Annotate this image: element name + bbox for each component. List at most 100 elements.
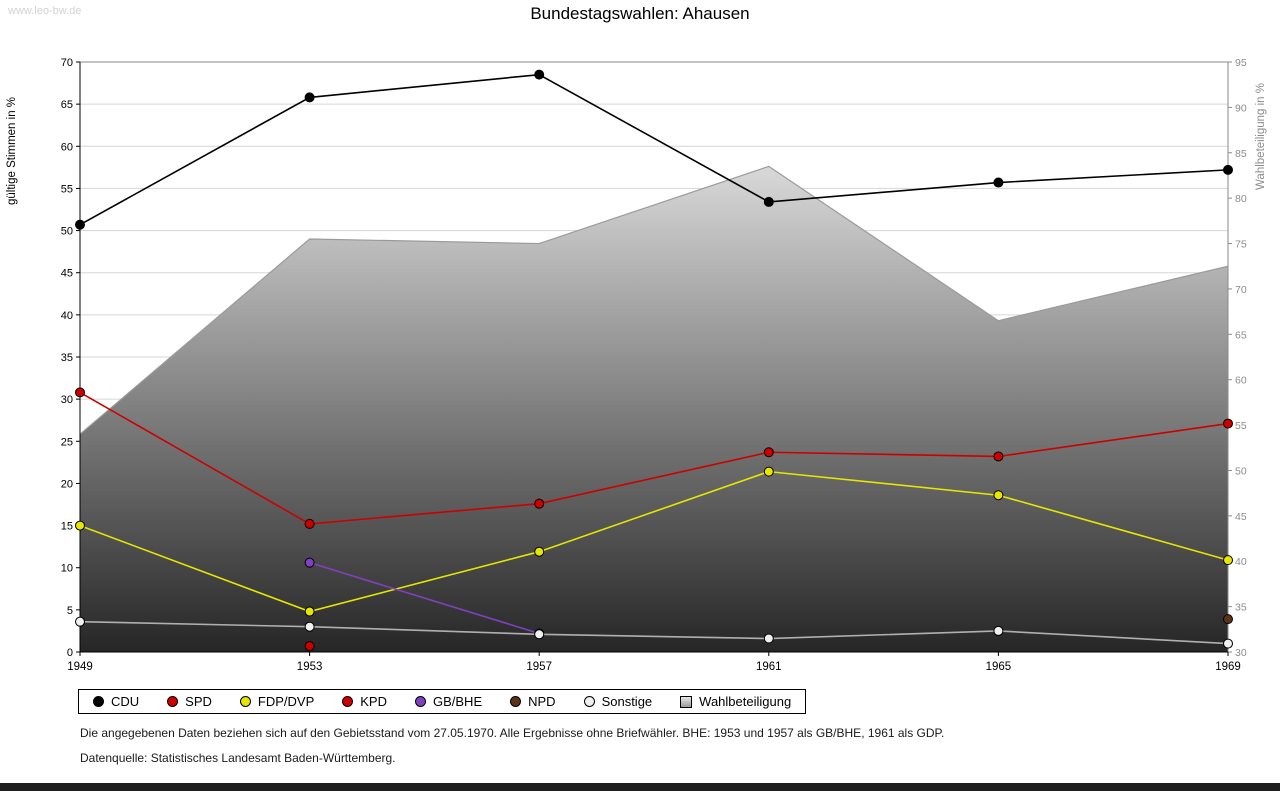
marker-fdp-dvp-1965 — [993, 490, 1004, 501]
marker-cdu-1949 — [75, 219, 85, 230]
marker-spd-1953 — [304, 518, 315, 529]
legend-dot-icon-gb-bhe — [414, 696, 426, 707]
left-tick-label: 30 — [61, 394, 73, 406]
watermark: www.leo-bw.de — [8, 5, 82, 17]
footnote-gebietsstand: Die angegebenen Daten beziehen sich auf … — [80, 726, 945, 740]
right-tick-label: 45 — [1235, 511, 1247, 523]
legend-label-sonstige: Sonstige — [601, 694, 653, 709]
x-tick-label: 1969 — [1215, 661, 1241, 673]
right-tick-label: 85 — [1235, 148, 1247, 160]
right-tick-label: 40 — [1235, 556, 1247, 568]
bottom-border-bar — [0, 783, 1280, 791]
series-line-fdp-dvp — [79, 470, 1229, 613]
right-tick-label: 30 — [1235, 647, 1247, 659]
legend-square-icon-wahlbeteiligung — [680, 695, 693, 708]
right-axis-label: Wahlbeteiligung in % — [1255, 83, 1267, 190]
marker-spd-1957 — [534, 498, 545, 509]
right-tick-label: 50 — [1235, 465, 1247, 477]
series-line-sonstige — [79, 620, 1229, 645]
legend-dot-icon-spd — [167, 696, 179, 707]
left-axis-label: gültige Stimmen in % — [6, 97, 18, 205]
legend-item-sonstige: Sonstige — [583, 694, 653, 709]
legend-label-kpd: KPD — [360, 694, 387, 709]
legend-label-npd: NPD — [528, 694, 556, 709]
legend-item-wahlbeteiligung: Wahlbeteiligung — [680, 694, 791, 709]
area-wahlbeteiligung-edge — [79, 165, 1229, 435]
marker-spd-1965 — [993, 451, 1004, 462]
left-tick-label: 35 — [61, 352, 73, 364]
legend-dot-icon-kpd — [342, 696, 354, 707]
right-tick-label: 80 — [1235, 193, 1247, 205]
legend-item-gb-bhe: GB/BHE — [414, 694, 483, 709]
legend-item-cdu: CDU — [93, 694, 139, 709]
left-tick-label: 65 — [61, 99, 73, 111]
area-wahlbeteiligung — [80, 166, 1228, 652]
legend-item-npd: NPD — [510, 694, 556, 709]
legend-label-cdu: CDU — [111, 694, 140, 709]
right-tick-label: 35 — [1235, 602, 1247, 614]
marker-sonstige-1957 — [534, 629, 545, 640]
marker-cdu-1957 — [534, 69, 545, 80]
legend-dot-icon-fdp-dvp — [239, 696, 251, 707]
marker-cdu-1961 — [763, 196, 774, 207]
marker-fdp-dvp-1949 — [75, 520, 85, 531]
legend-label-fdp-dvp: FDP/DVP — [257, 694, 315, 709]
legend-label-gb-bhe: GB/BHE — [432, 694, 483, 709]
footnote-datenquelle: Datenquelle: Statistisches Landesamt Bad… — [80, 751, 396, 765]
left-tick-label: 5 — [67, 605, 73, 617]
chart-svg: 0 5 10 15 20 25 30 35 40 45 50 55 60 65 70 30 35 40 45 50 55… — [6, 57, 1267, 673]
marker-spd-1961 — [763, 447, 774, 458]
left-tick-label: 25 — [61, 436, 73, 448]
right-tick-label: 95 — [1235, 57, 1247, 69]
legend-item-fdp-dvp: FDP/DVP — [239, 694, 315, 709]
series-line-cdu — [79, 73, 1229, 226]
marker-sonstige-1961 — [763, 633, 774, 644]
marker-sonstige-1949 — [75, 616, 85, 627]
legend-item-kpd: KPD — [342, 694, 387, 709]
series-line-spd — [79, 391, 1229, 525]
right-tick-label: 70 — [1235, 284, 1247, 296]
x-tick-label: 1961 — [756, 661, 782, 673]
marker-spd-1949 — [75, 387, 85, 398]
legend: CDU SPD FDP/DVP KPD GB/BHE NPD Sonstige Wahlbet… — [78, 689, 807, 714]
legend-item-spd: SPD — [167, 694, 212, 709]
right-tick-label: 90 — [1235, 102, 1247, 114]
marker-fdp-dvp-1953 — [304, 606, 315, 617]
marker-cdu-1965 — [993, 177, 1004, 188]
marker-sonstige-1953 — [304, 621, 315, 632]
legend-dot-icon-cdu — [93, 696, 104, 707]
legend-label-wahlbeteiligung: Wahlbeteiligung — [699, 694, 792, 709]
marker-spd-1969 — [1223, 418, 1233, 429]
marker-kpd-1953 — [304, 641, 315, 652]
left-tick-label: 60 — [61, 141, 73, 153]
left-tick-label: 50 — [61, 226, 73, 238]
marker-npd-1969 — [1223, 614, 1233, 625]
left-tick-label: 10 — [61, 563, 73, 575]
legend-dot-icon-sonstige — [583, 696, 595, 707]
left-tick-label: 40 — [61, 310, 73, 322]
marker-cdu-1953 — [304, 92, 315, 103]
page-title: Bundestagswahlen: Ahausen — [530, 4, 750, 23]
legend-label-spd: SPD — [185, 694, 212, 709]
left-tick-label: 15 — [61, 521, 73, 533]
marker-fdp-dvp-1961 — [763, 466, 774, 477]
marker-cdu-1969 — [1223, 164, 1233, 175]
left-tick-label: 20 — [61, 478, 73, 490]
x-tick-label: 1957 — [526, 661, 552, 673]
marker-fdp-dvp-1969 — [1223, 555, 1233, 566]
marker-gb-bhe-1953 — [304, 557, 315, 568]
x-tick-label: 1949 — [67, 661, 93, 673]
left-tick-label: 45 — [61, 268, 73, 280]
right-tick-label: 75 — [1235, 239, 1247, 251]
x-tick-label: 1953 — [297, 661, 323, 673]
series-line-gb-bhe — [309, 561, 540, 635]
left-tick-label: 70 — [61, 57, 73, 69]
right-tick-label: 60 — [1235, 375, 1247, 387]
marker-fdp-dvp-1957 — [534, 546, 545, 557]
x-tick-label: 1965 — [986, 661, 1012, 673]
legend-dot-icon-npd — [510, 696, 522, 707]
right-tick-label: 55 — [1235, 420, 1247, 432]
marker-sonstige-1965 — [993, 625, 1004, 636]
left-tick-label: 0 — [67, 647, 73, 659]
left-tick-label: 55 — [61, 183, 73, 195]
